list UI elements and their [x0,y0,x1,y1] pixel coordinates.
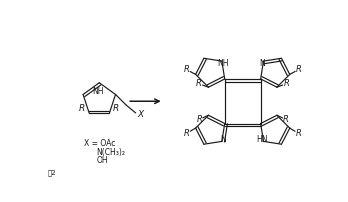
Text: R: R [295,129,301,138]
Text: OH: OH [96,156,108,165]
Text: R: R [79,103,85,113]
Text: R: R [113,103,119,113]
Text: X = OAc: X = OAc [84,139,115,148]
Text: N: N [259,59,265,68]
Text: R: R [184,65,190,74]
Text: NH: NH [218,59,229,68]
Text: N: N [221,135,226,144]
Text: NH: NH [92,87,103,96]
Text: R: R [196,115,202,124]
Text: R: R [184,129,190,138]
Text: R: R [283,115,289,124]
Text: R: R [283,79,289,88]
Text: R: R [196,79,202,88]
Text: R: R [296,65,301,74]
Text: N(CH₃)₂: N(CH₃)₂ [96,147,125,157]
Text: X: X [137,110,143,119]
Text: 图2: 图2 [47,169,56,176]
Text: HN: HN [256,135,268,144]
